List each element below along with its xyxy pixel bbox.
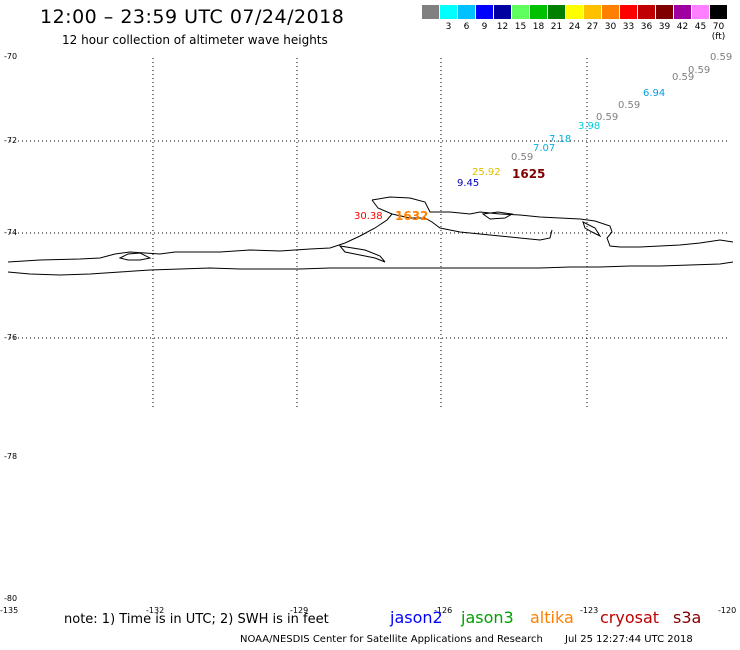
wave-height-value: 9.45 <box>457 178 480 189</box>
island-notch <box>481 211 514 220</box>
lon-label: -120 <box>718 606 737 615</box>
color-legend: 3 6 9 12 15 18 21 24 27 30 33 36 39 42 45 70 (ft) <box>422 5 730 42</box>
legend-label: 45 <box>694 22 707 32</box>
wave-height-value: 0.59 <box>710 52 733 63</box>
wave-height-value: 0.59 <box>688 65 711 76</box>
lon-label: -132 <box>146 606 165 615</box>
track-time-label: 1632 <box>395 209 429 223</box>
lat-label: -72 <box>4 136 18 145</box>
wave-height-value: 0.59 <box>672 72 695 83</box>
legend-swatch <box>458 5 475 19</box>
lon-label: -135 <box>0 606 19 615</box>
legend-label: 36 <box>640 22 653 32</box>
legend-label: 30 <box>604 22 617 32</box>
lon-label: -126 <box>434 606 453 615</box>
satellite-name: cryosat <box>600 608 660 627</box>
legend-label: 27 <box>586 22 599 32</box>
legend-label: 18 <box>532 22 545 32</box>
wave-height-value: 0.59 <box>511 152 534 163</box>
legend-label: 9 <box>481 22 488 32</box>
track-time-label: 1625 <box>512 167 546 181</box>
west-inlet <box>118 252 152 261</box>
wave-height-value: 7.18 <box>549 134 572 145</box>
wave-height-value: 3.98 <box>578 121 601 132</box>
satellite-name: jason3 <box>461 608 514 627</box>
legend-label: 70 (ft) <box>711 22 726 42</box>
legend-label: 15 <box>514 22 527 32</box>
legend-label: 21 <box>550 22 563 32</box>
ice-shelf-front <box>7 213 393 263</box>
coast-lower <box>7 261 734 276</box>
lat-label: -76 <box>4 333 18 342</box>
legend-swatch <box>440 5 457 19</box>
shelf-edge-upper <box>371 199 553 241</box>
footer-note: note: 1) Time is in UTC; 2) SWH is in fe… <box>64 612 329 627</box>
satellite-name: s3a <box>673 608 702 627</box>
satellite-name: altika <box>530 608 574 627</box>
credit-text: NOAA/NESDIS Center for Satellite Applica… <box>240 634 543 645</box>
legend-swatch <box>638 5 655 19</box>
wave-height-value: 25.92 <box>472 167 501 178</box>
lat-label: -74 <box>4 228 18 237</box>
legend-swatch <box>512 5 529 19</box>
lat-label: -78 <box>4 452 18 461</box>
wave-height-value: 7.07 <box>533 143 556 154</box>
lon-label: -129 <box>290 606 309 615</box>
legend-swatch <box>530 5 547 19</box>
legend-swatch <box>476 5 493 19</box>
legend-swatch <box>602 5 619 19</box>
legend-swatch <box>674 5 691 19</box>
lat-label: -70 <box>4 52 18 61</box>
legend-label: 12 <box>496 22 509 32</box>
legend-swatch <box>692 5 709 19</box>
wave-height-value: 0.59 <box>596 112 619 123</box>
legend-label: 42 <box>676 22 689 32</box>
legend-label: 6 <box>463 22 470 32</box>
map-title: 12:00 – 23:59 UTC 07/24/2018 <box>40 6 345 28</box>
legend-swatch <box>566 5 583 19</box>
graticule <box>10 58 730 408</box>
legend-label: 3 <box>445 22 452 32</box>
satellite-name: jason2 <box>390 608 443 627</box>
map-subtitle: 12 hour collection of altimeter wave hei… <box>62 33 328 47</box>
legend-label: 24 <box>568 22 581 32</box>
legend-swatch <box>422 5 439 19</box>
legend-label: 33 <box>622 22 635 32</box>
lon-label: -123 <box>580 606 599 615</box>
wave-height-value: 6.94 <box>643 88 666 99</box>
legend-swatch <box>656 5 673 19</box>
lat-label: -80 <box>4 594 18 603</box>
legend-label: 39 <box>658 22 671 32</box>
legend-swatch <box>548 5 565 19</box>
peninsula-outline <box>371 196 734 248</box>
legend-swatch <box>620 5 637 19</box>
generation-timestamp: Jul 25 12:27:44 UTC 2018 <box>565 634 693 645</box>
bay-loop <box>582 221 602 238</box>
wave-height-value: 0.59 <box>618 100 641 111</box>
coastline <box>7 196 734 276</box>
legend-swatch <box>584 5 601 19</box>
wave-height-value: 30.38 <box>354 211 383 222</box>
legend-swatch <box>494 5 511 19</box>
inner-loop <box>338 245 386 263</box>
legend-swatch <box>710 5 727 19</box>
